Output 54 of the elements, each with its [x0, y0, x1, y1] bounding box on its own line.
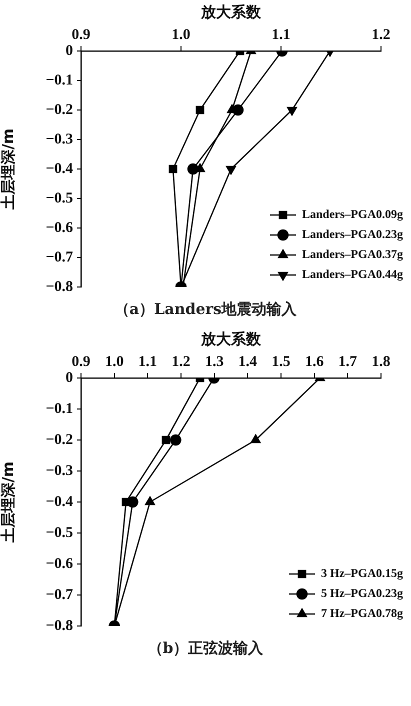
text: （a）Landers地震动输入 [113, 300, 298, 319]
legend-label: Landers–PGA0.09g [302, 207, 404, 222]
y-tick-label: −0.2 [46, 432, 73, 448]
y-tick-label: −0.4 [46, 494, 74, 510]
y-tick-label: −0.2 [46, 102, 73, 118]
point [287, 106, 297, 116]
legend-label: 7 Hz–PGA0.78g [321, 606, 404, 620]
legend-label: Landers–PGA0.44g [302, 267, 404, 282]
x-tick-label: 1.0 [104, 354, 124, 370]
y-tick-label: −0.6 [46, 556, 74, 572]
y-axis-title: 土层埋深/m [0, 128, 17, 211]
x-tick-label: 0.9 [72, 354, 90, 370]
point [168, 164, 178, 174]
point [187, 163, 199, 175]
y-tick-label: −0.4 [46, 160, 74, 177]
x-tick-label: 1.3 [204, 354, 224, 370]
legend-label: 5 Hz–PGA0.23g [321, 586, 404, 600]
y-tick-label: 0 [66, 42, 73, 59]
y-tick-label: −0.1 [46, 72, 73, 88]
x-tick-label: 1.2 [172, 354, 190, 370]
y-tick-label: −0.1 [46, 400, 73, 417]
point [232, 104, 244, 116]
x-tick-label: 1.1 [138, 354, 158, 370]
y-tick-label: −0.6 [46, 220, 74, 236]
x-tick-label: 1.1 [272, 26, 290, 43]
y-axis-title: 土层埋深/m [0, 461, 17, 544]
text: （b）正弦波输入 [146, 639, 264, 658]
x-tick-label: 0.9 [72, 26, 90, 43]
y-tick-label: −0.8 [46, 278, 73, 295]
x-tick-label: 1.0 [172, 26, 190, 43]
x-axis-title: 放大系数 [200, 330, 262, 348]
legend-label: Landers–PGA0.37g [302, 247, 404, 262]
x-tick-label: 1.5 [272, 354, 290, 370]
y-tick-label: −0.7 [46, 586, 74, 603]
y-tick-label: −0.5 [46, 190, 73, 206]
y-tick-label: −0.3 [46, 462, 73, 479]
x-tick-label: 1.8 [372, 354, 390, 370]
x-tick-label: 1.4 [238, 354, 258, 370]
x-tick-label: 1.7 [338, 354, 358, 370]
point [122, 498, 130, 506]
point [170, 434, 182, 446]
y-tick-label: −0.3 [46, 131, 73, 148]
point [196, 106, 204, 114]
x-tick-label: 1.6 [304, 354, 324, 370]
legend-label: 3 Hz–PGA0.15g [321, 566, 404, 580]
point [162, 436, 170, 444]
y-tick-label: −0.8 [46, 618, 73, 634]
y-tick-label: −0.7 [46, 249, 74, 266]
x-tick-label: 1.2 [372, 26, 390, 43]
x-axis-title: 放大系数 [200, 2, 262, 21]
y-tick-label: 0 [66, 370, 73, 386]
point [145, 496, 155, 506]
legend-label: Landers–PGA0.23g [302, 227, 404, 242]
y-tick-label: −0.5 [46, 524, 73, 541]
